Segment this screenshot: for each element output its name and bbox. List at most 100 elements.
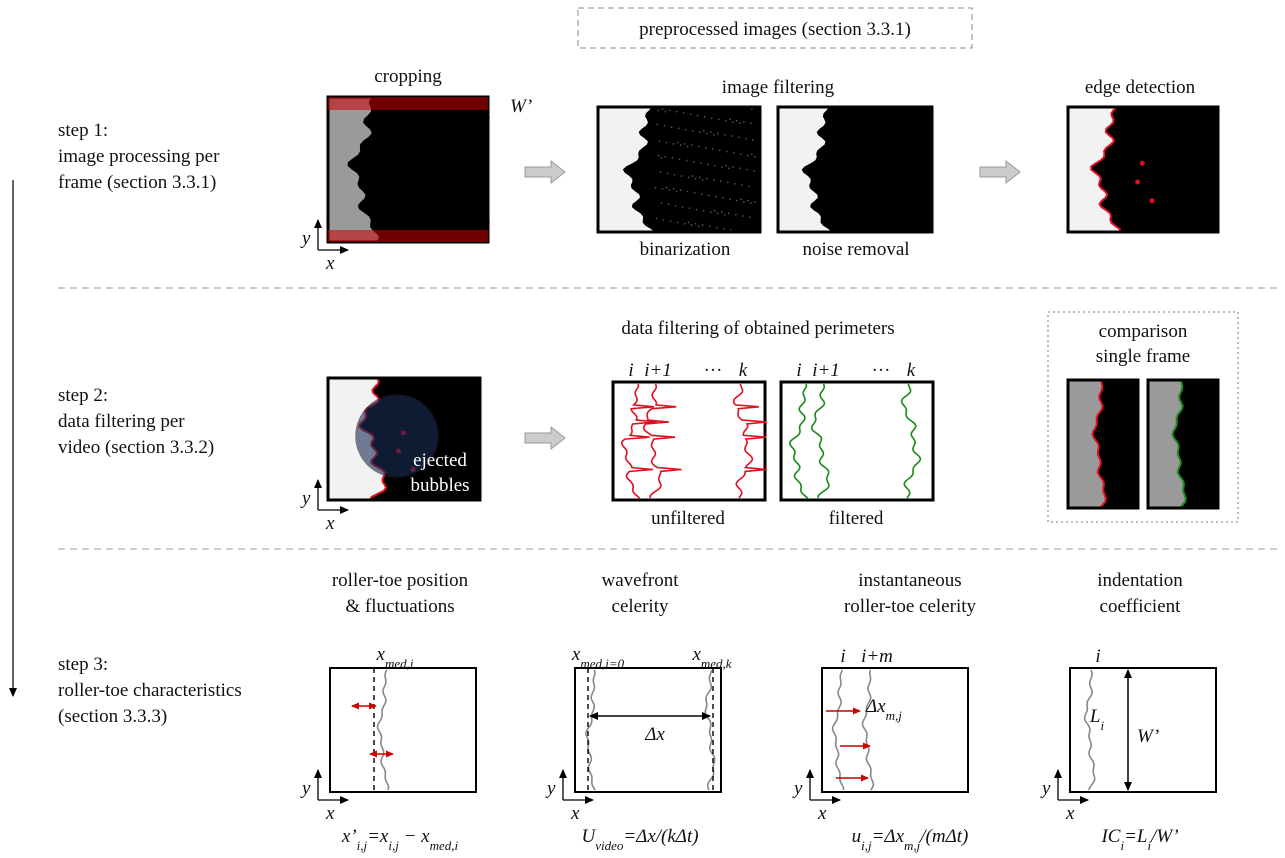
noise [673, 143, 675, 145]
noise [743, 201, 745, 203]
noise [729, 198, 731, 200]
noise [680, 189, 682, 191]
noise [692, 130, 694, 132]
noise [717, 133, 719, 135]
perimeter-label: i [628, 360, 633, 381]
noise [746, 169, 748, 171]
axis-label: y [300, 778, 311, 799]
noise [688, 222, 690, 224]
perimeter-panel [613, 382, 765, 500]
noise [750, 122, 752, 124]
header-label: preprocessed images (section 3.3.1) [639, 19, 911, 40]
math-label: Uvideo=Δx/(kΔt) [581, 826, 698, 853]
flow-arrow [980, 161, 1020, 183]
perimeter-label: i+1 [812, 360, 840, 381]
math-text: x’ [341, 826, 357, 847]
noise [711, 117, 713, 119]
noise [686, 160, 688, 162]
noise [740, 153, 742, 155]
noise [661, 202, 663, 204]
noise [677, 142, 679, 144]
noise [751, 153, 753, 155]
step-label: video (section 3.3.2) [58, 437, 214, 458]
math-label: xmed,i [376, 644, 414, 671]
noise [719, 150, 721, 152]
noise [670, 220, 672, 222]
panel-caption: filtered [829, 508, 884, 529]
noise [739, 168, 741, 170]
noise [663, 219, 665, 221]
math-label: x’i,j=xi,j − xmed,i [341, 826, 459, 853]
flow-arrow [525, 161, 565, 183]
math-text: i [1095, 646, 1100, 667]
noise [718, 119, 720, 121]
step-label: data filtering per [58, 411, 185, 432]
annotation: ejected [413, 450, 467, 471]
noise [666, 187, 668, 189]
axis-label: y [1040, 778, 1051, 799]
noise [725, 165, 727, 167]
math-text: L [1089, 706, 1101, 727]
noise [739, 122, 741, 124]
perimeter-label: k [907, 360, 916, 381]
panel-title: comparison [1099, 321, 1188, 342]
math-label: i+m [861, 646, 893, 667]
noise [710, 131, 712, 133]
math-text: Δx [865, 696, 886, 717]
noise [703, 210, 705, 212]
panel-title: roller-toe celerity [844, 596, 977, 617]
noise [671, 126, 673, 128]
noise [702, 224, 704, 226]
noise [732, 166, 734, 168]
noise [672, 157, 674, 159]
noise [677, 222, 679, 224]
noise [743, 121, 745, 123]
axis-label: x [325, 253, 335, 274]
noise [676, 111, 678, 113]
panel-title: wavefront [601, 570, 679, 591]
math-label: i [1095, 646, 1100, 667]
noise [662, 108, 664, 110]
noise [726, 151, 728, 153]
math-text: i [840, 646, 845, 667]
math-label: xmed,i=0 [571, 644, 625, 671]
panel-title: coefficient [1100, 596, 1182, 617]
noise [747, 200, 749, 202]
math-text: IC [1100, 826, 1120, 847]
noise [722, 197, 724, 199]
bubble [1140, 161, 1145, 166]
annotation: bubbles [410, 475, 469, 496]
noise [709, 226, 711, 228]
noise [749, 217, 751, 219]
noise [705, 147, 707, 149]
noise [665, 156, 667, 158]
noise [664, 125, 666, 127]
noise [728, 168, 730, 170]
noise [741, 184, 743, 186]
panel-caption: binarization [640, 239, 731, 260]
axis-label: y [545, 778, 556, 799]
math-label: xmed,k [691, 644, 731, 671]
math-label: W’ [1137, 726, 1159, 747]
noise [657, 124, 659, 126]
panel-title: & fluctuations [345, 596, 454, 617]
panel-title: edge detection [1085, 77, 1196, 98]
noise [716, 227, 718, 229]
noise [728, 213, 730, 215]
perimeter-label: k [739, 360, 748, 381]
noise [655, 187, 657, 189]
panel-caption: noise removal [802, 239, 909, 260]
panel-title: celerity [612, 596, 669, 617]
noise [682, 206, 684, 208]
math-text: u [852, 826, 862, 847]
bubble [1135, 180, 1140, 185]
flow-arrow [525, 427, 565, 449]
math-label: ui,j=Δxm,j/(mΔt) [852, 826, 969, 853]
noise [703, 130, 705, 132]
math-text: =Δx [872, 826, 905, 847]
noise [727, 182, 729, 184]
math-subscript: med,i [430, 838, 459, 853]
noise [683, 112, 685, 114]
noise [681, 175, 683, 177]
noise [679, 159, 681, 161]
